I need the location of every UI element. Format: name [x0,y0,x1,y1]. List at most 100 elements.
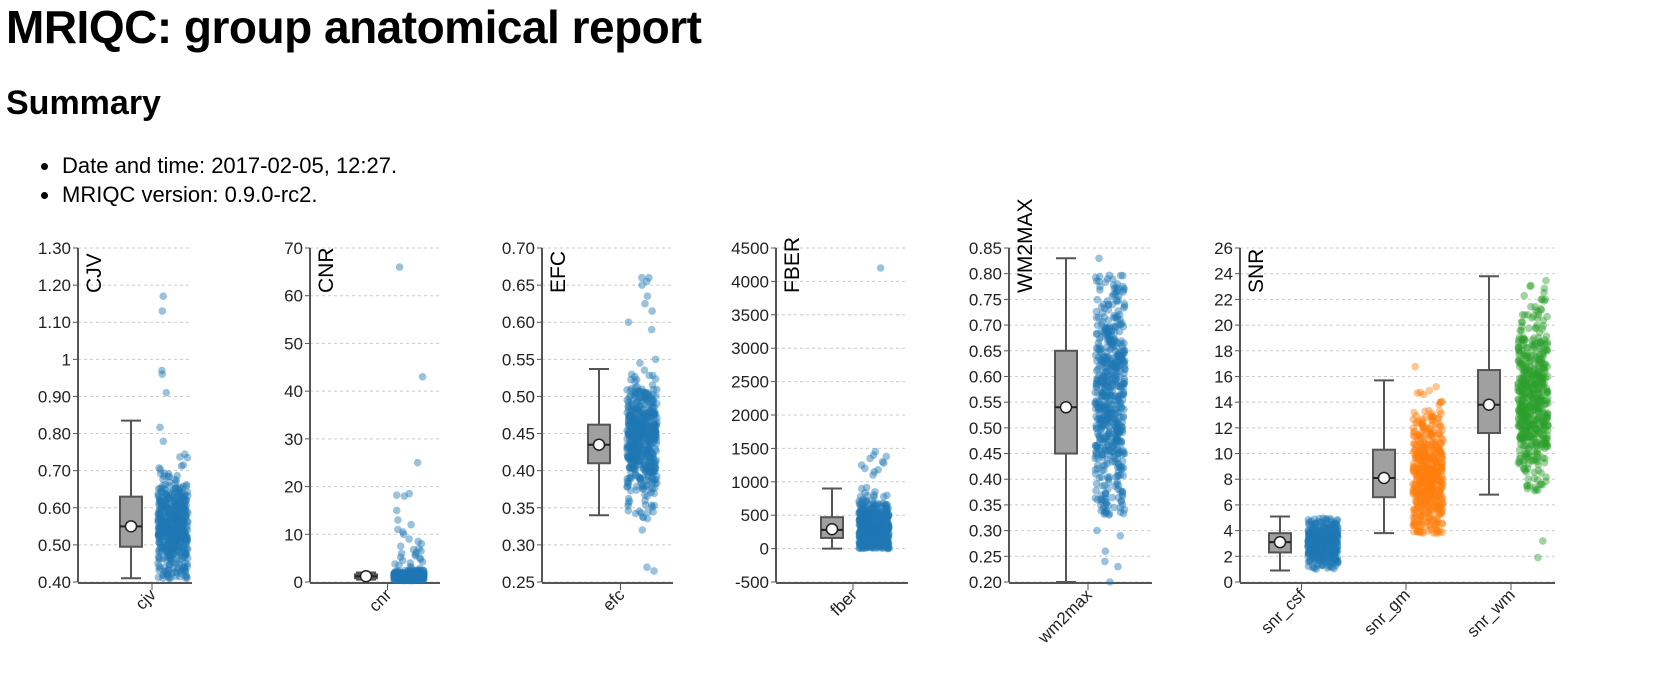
data-point [1100,502,1109,511]
data-point [1540,458,1549,467]
data-point [155,510,163,518]
data-point [160,489,169,497]
y-tick-label: 22 [1214,290,1233,309]
y-tick-label: 70 [284,239,303,258]
outlier-point [638,526,647,534]
data-point [155,527,163,535]
data-point [171,531,179,540]
data-point [160,518,169,526]
data-point [179,541,188,549]
data-point [177,569,185,577]
y-tick-label: -500 [735,573,769,592]
data-point [183,517,191,526]
data-point [1542,276,1550,285]
data-point [159,501,167,509]
data-point [1438,426,1446,435]
data-point [1532,448,1541,457]
y-tick-label: 0.60 [969,367,1002,386]
data-point [394,570,403,579]
data-point [171,484,180,492]
data-point [182,536,191,544]
data-point [178,488,186,497]
data-point [175,527,184,536]
data-point [181,519,189,527]
data-point [1105,511,1113,519]
data-point [169,485,178,494]
data-point [155,507,163,515]
data-point [625,393,633,402]
data-point [1409,462,1418,471]
data-point [1098,453,1107,462]
data-point [1098,309,1107,317]
data-point [158,488,166,496]
data-point [1114,351,1123,360]
data-point [165,482,174,490]
data-point [164,548,172,556]
data-point [164,506,172,515]
outlier-point [159,292,167,301]
data-point [171,537,180,546]
data-point [155,517,163,525]
data-point [172,536,181,544]
data-point [176,537,185,546]
data-point [163,504,172,512]
y-tick-label: 26 [1214,239,1233,258]
data-point [166,555,175,563]
data-point [161,497,169,505]
data-point [157,522,165,530]
data-point [161,548,170,556]
data-point [165,488,173,497]
outlier-point [1114,562,1122,571]
data-point [173,530,181,539]
data-point [1105,404,1114,413]
data-point [154,492,162,500]
data-point [162,512,171,520]
data-point [1117,337,1126,345]
data-point [154,530,163,539]
y-tick-label: 0.55 [502,350,535,369]
data-point [169,510,177,519]
data-point [169,526,178,534]
data-point [883,543,892,552]
data-point [174,517,182,525]
mean-marker [825,522,839,536]
data-point [418,572,427,581]
outlier-point [643,292,652,301]
data-point [156,521,165,530]
data-point [181,511,190,519]
y-tick-label: 0.30 [969,522,1002,541]
data-point [1543,440,1551,449]
data-point [183,560,191,568]
data-point [164,521,172,530]
data-point [154,518,162,526]
data-point [1542,332,1551,341]
data-point [164,508,173,516]
mean-marker [592,438,606,451]
data-point [166,545,175,553]
y-tick-label: 0.70 [502,239,535,258]
data-point [171,484,180,493]
data-point [171,534,180,542]
data-point [171,540,180,548]
data-point [182,496,190,504]
data-point [1414,490,1422,498]
data-point [180,489,189,498]
data-point [1515,333,1524,342]
data-point [1095,277,1103,286]
data-point [167,547,175,555]
data-point [167,513,175,522]
data-point [1520,291,1528,300]
data-point [181,545,189,554]
x-category-label: snr_csf [1257,585,1309,637]
y-tick-label: 0.60 [502,313,535,332]
data-point [178,532,187,540]
data-point [1423,478,1432,487]
data-point [182,482,191,490]
data-point [1118,319,1126,328]
data-point [1414,500,1422,509]
data-point [180,528,188,537]
data-point [183,522,191,530]
data-point [173,520,181,529]
data-point [1530,455,1539,464]
y-axis-label: WM2MAX [1014,199,1037,294]
